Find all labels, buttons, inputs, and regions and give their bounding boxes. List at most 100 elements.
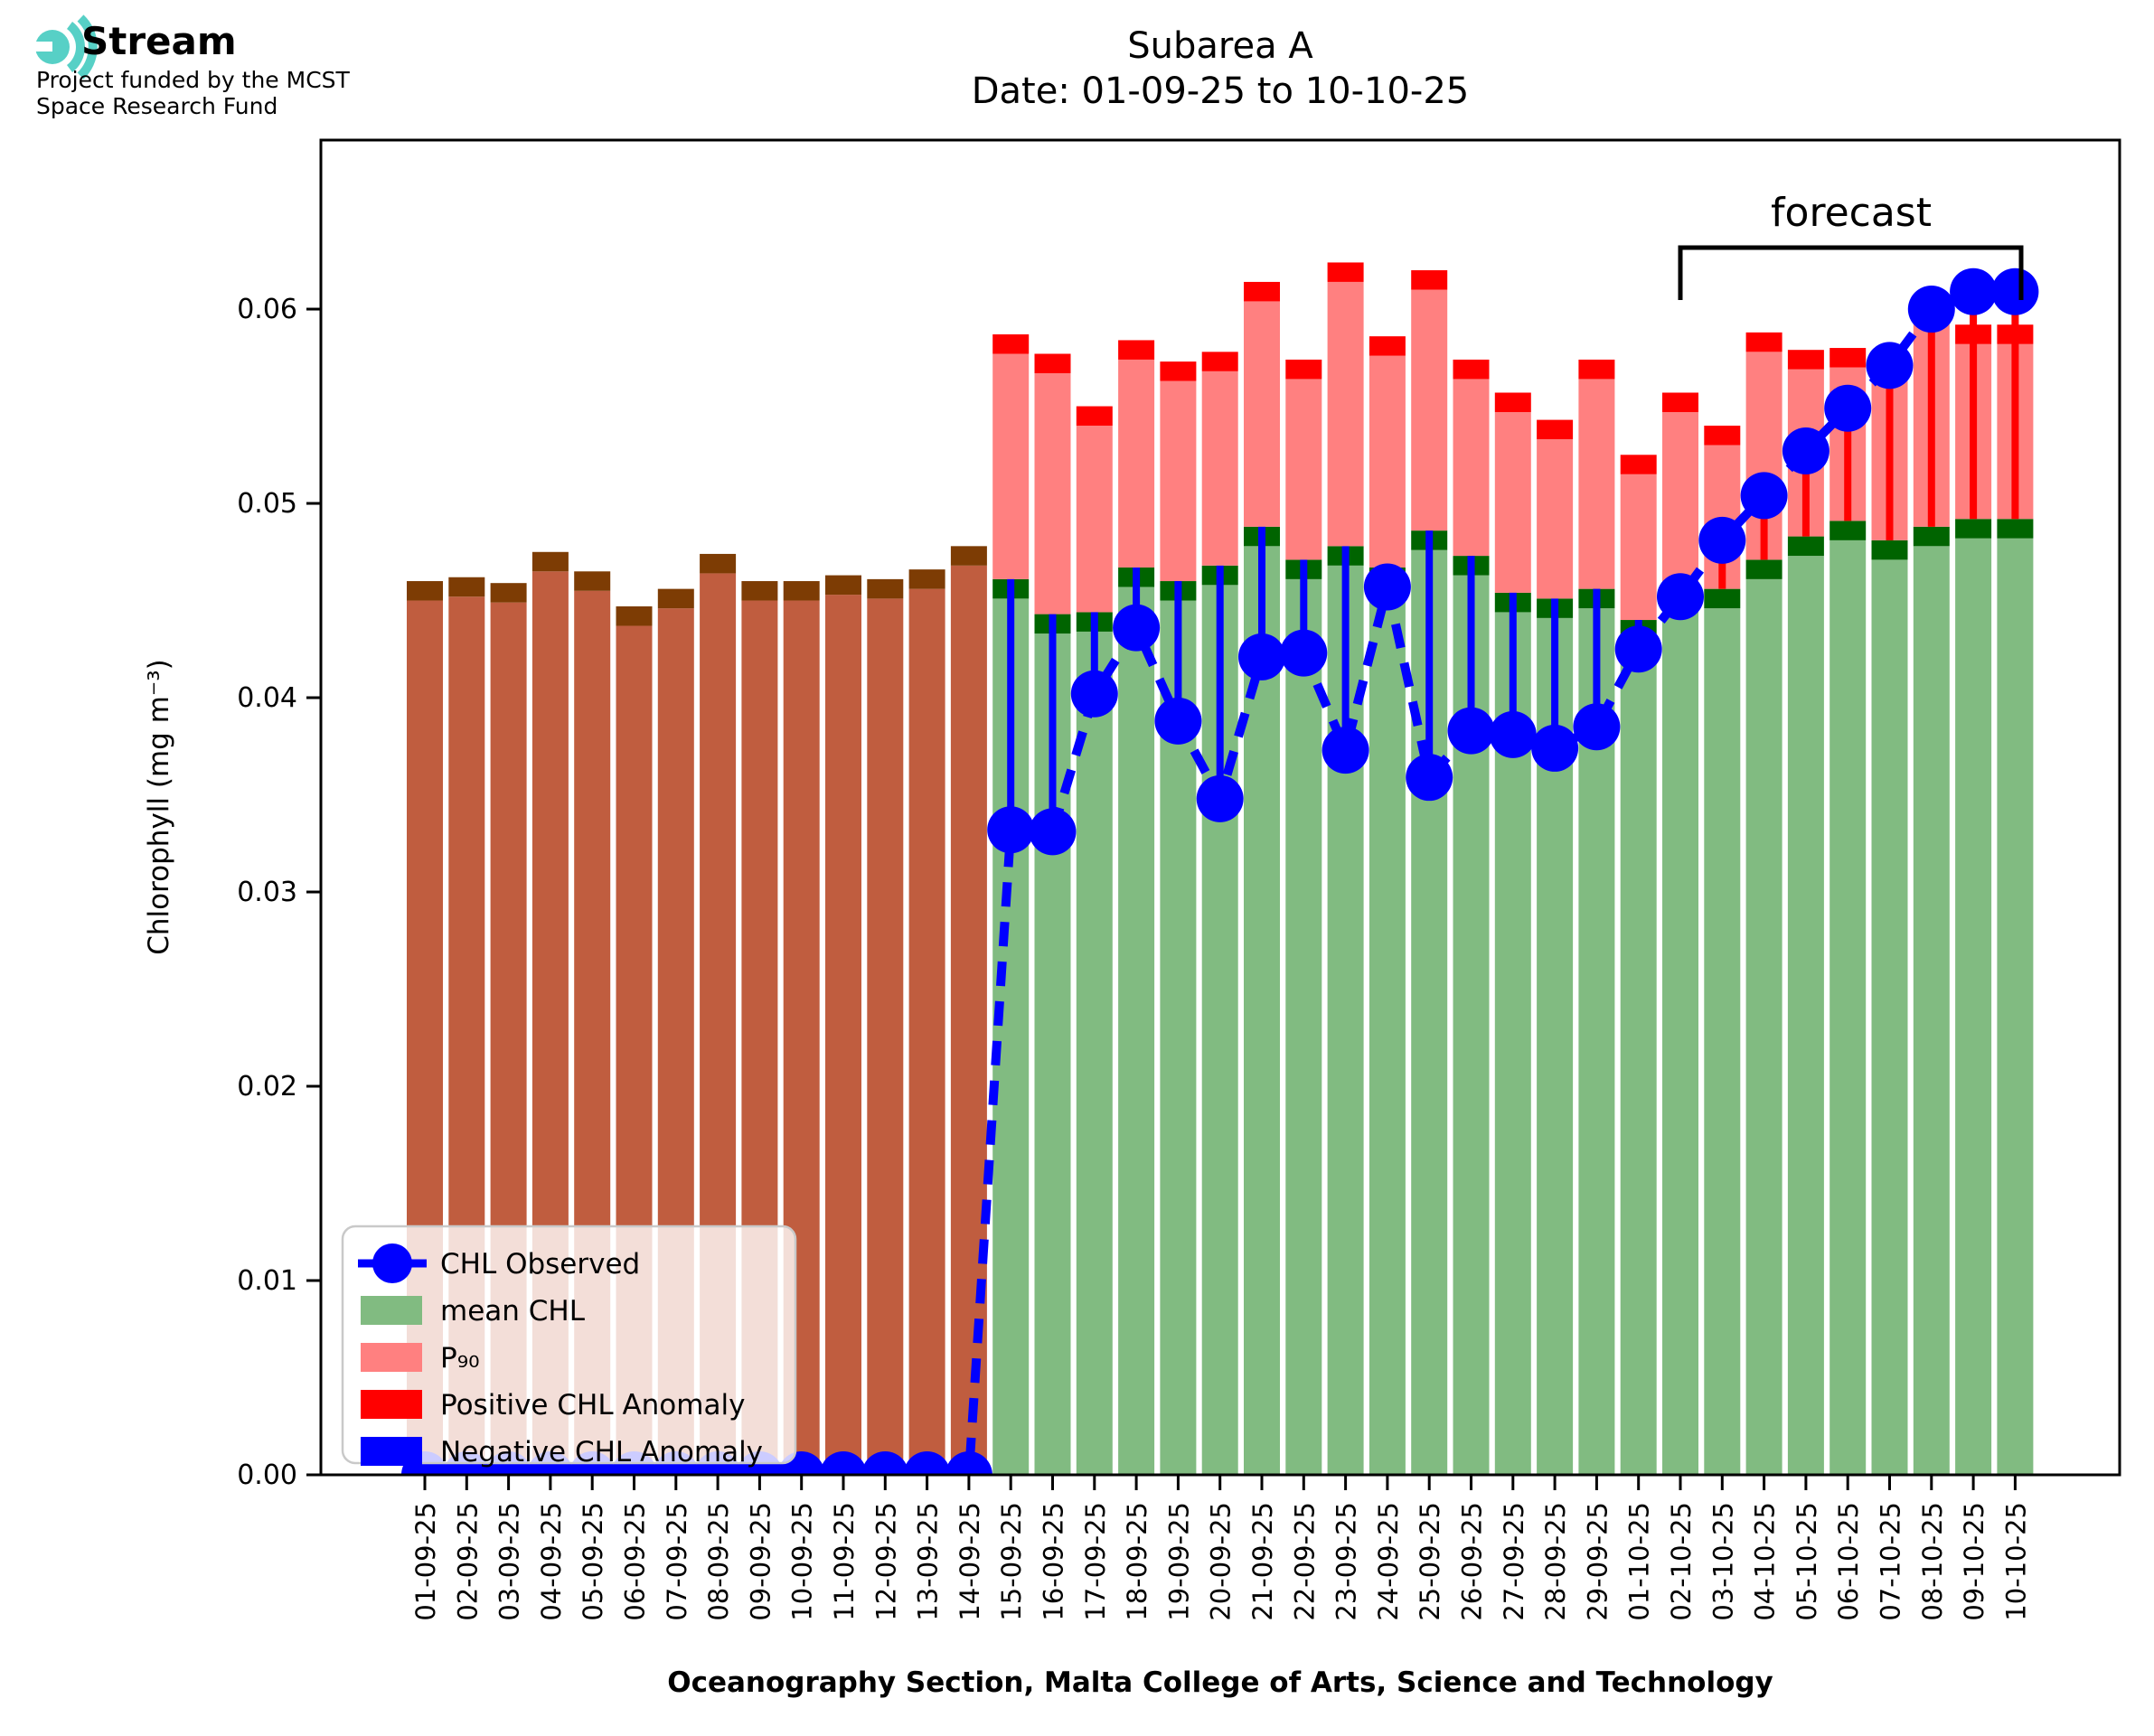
p90-bar-cap	[992, 333, 1030, 354]
p90-bar-cap	[1285, 359, 1322, 380]
p90-bar-cap	[1704, 426, 1741, 446]
p90-bar-cap	[1201, 352, 1238, 371]
legend-marker-dot	[372, 1243, 412, 1283]
p90-bar	[1201, 371, 1238, 566]
mean-chl-bar-cap	[616, 605, 653, 626]
legend-swatch	[361, 1343, 422, 1372]
mean-chl-bar-cap	[783, 581, 820, 601]
legend-label-p90: P₉₀	[440, 1342, 480, 1375]
chl-observed-marker	[903, 1451, 951, 1475]
x-tick-label: 06-09-25	[620, 1502, 651, 1621]
mean-chl-bar-cap	[1829, 521, 1867, 540]
forecast-label: forecast	[1771, 190, 1932, 236]
mean-chl-bar-cap	[574, 571, 611, 591]
y-tick-label: 0.04	[237, 682, 297, 714]
chl-observed-marker	[1322, 727, 1369, 774]
mean-chl-bar	[1955, 538, 1992, 1475]
mean-chl-bar	[1118, 586, 1155, 1475]
y-tick-label: 0.06	[237, 294, 297, 325]
p90-bar	[1578, 379, 1615, 589]
p90-bar-cap	[1494, 392, 1531, 412]
x-axis-title: Oceanography Section, Malta College of A…	[667, 1666, 1773, 1699]
x-tick-label: 02-10-25	[1666, 1502, 1697, 1621]
chl-observed-marker	[1489, 710, 1537, 758]
chl-observed-marker	[1363, 563, 1411, 611]
chl-observed-marker	[1280, 629, 1328, 677]
p90-bar-cap	[1160, 361, 1197, 381]
legend-label-mean-chl: mean CHL	[440, 1295, 586, 1328]
mean-chl-bar	[1787, 556, 1824, 1475]
p90-bar-cap	[1369, 336, 1406, 356]
x-tick-label: 07-09-25	[662, 1502, 692, 1621]
y-tick-label: 0.00	[237, 1459, 297, 1491]
x-tick-label: 18-09-25	[1122, 1502, 1152, 1621]
x-tick-label: 24-09-25	[1373, 1502, 1404, 1621]
chl-observed-marker	[987, 806, 1035, 854]
chl-observed-marker	[1154, 697, 1202, 745]
mean-chl-bar-cap	[1997, 519, 2034, 539]
chl-observed-marker	[1406, 754, 1453, 802]
chl-observed-marker	[1113, 604, 1161, 652]
y-tick-label: 0.02	[237, 1071, 297, 1103]
mean-chl-bar	[1076, 631, 1113, 1475]
p90-bar-cap	[1034, 353, 1071, 373]
x-tick-label: 09-10-25	[1959, 1502, 1989, 1621]
mean-chl-bar-cap	[825, 575, 861, 596]
p90-bar	[1537, 439, 1574, 599]
mean-chl-bar-cap	[908, 569, 945, 589]
x-tick-label: 03-09-25	[494, 1502, 525, 1621]
p90-bar	[1369, 355, 1406, 568]
y-axis-title: Chlorophyll (mg m⁻³)	[143, 659, 175, 955]
p90-bar	[1453, 379, 1490, 557]
mean-chl-bar	[1244, 546, 1280, 1476]
mean-chl-bar-cap	[700, 553, 737, 574]
chl-observed-marker	[1866, 342, 1914, 389]
x-tick-label: 20-09-25	[1206, 1502, 1237, 1621]
chl-observed-marker	[1657, 573, 1704, 621]
y-tick-label: 0.01	[237, 1265, 297, 1297]
mean-chl-bar-cap	[407, 581, 443, 601]
chl-observed-marker	[820, 1451, 867, 1475]
chl-observed-marker	[1070, 670, 1118, 718]
mean-chl-bar	[1997, 538, 2034, 1475]
x-tick-label: 23-09-25	[1331, 1502, 1362, 1621]
x-tick-label: 06-10-25	[1833, 1502, 1864, 1621]
x-tick-label: 12-09-25	[870, 1502, 901, 1621]
mean-chl-bar-cap	[531, 551, 569, 572]
p90-bar	[1327, 281, 1364, 547]
p90-bar	[1662, 411, 1698, 587]
axes-layer: 0.00 0.01 0.02 0.03 0.04 0.05 0.06 01-09-25 02-0…	[237, 138, 2121, 1621]
chl-observed-marker	[861, 1451, 909, 1475]
p90-bar	[1620, 474, 1657, 621]
legend-label-chl-observed: CHL Observed	[440, 1248, 640, 1281]
logo-subtitle-line2: Space Research Fund	[36, 93, 277, 119]
x-tick-label: 13-09-25	[913, 1502, 944, 1621]
x-tick-label: 28-09-25	[1540, 1502, 1571, 1621]
legend-label-negative-anomaly: Negative CHL Anomaly	[440, 1436, 763, 1469]
mean-chl-bar	[867, 598, 904, 1475]
x-tick-label: 10-10-25	[2000, 1502, 2031, 1621]
chl-observed-marker	[1238, 633, 1285, 680]
mean-chl-bar	[1369, 586, 1406, 1475]
chl-observed-marker	[1196, 774, 1244, 822]
chl-observed-marker	[1740, 472, 1788, 520]
p90-bar-cap	[1662, 392, 1698, 412]
p90-bar-cap	[1244, 281, 1280, 302]
x-tick-label: 17-09-25	[1080, 1502, 1111, 1621]
mean-chl-bar-cap	[448, 577, 485, 597]
mean-chl-bar-cap	[1871, 540, 1908, 560]
logo-subtitle-line1: Project funded by the MCST	[36, 67, 351, 93]
x-tick-label: 19-09-25	[1163, 1502, 1194, 1621]
p90-bar	[1244, 301, 1280, 527]
mean-chl-bar-cap	[950, 546, 987, 566]
mean-chl-bar-cap	[1745, 559, 1782, 579]
x-tick-label: 21-09-25	[1247, 1502, 1278, 1621]
chl-observed-marker	[1907, 286, 1955, 333]
p90-bar-cap	[1076, 406, 1113, 427]
chl-observed-marker	[1782, 427, 1829, 474]
mean-chl-bar-cap	[1704, 588, 1741, 609]
chl-observed-marker	[1824, 384, 1872, 432]
x-tick-label: 22-09-25	[1289, 1502, 1320, 1621]
mean-chl-bar-cap	[741, 581, 778, 601]
